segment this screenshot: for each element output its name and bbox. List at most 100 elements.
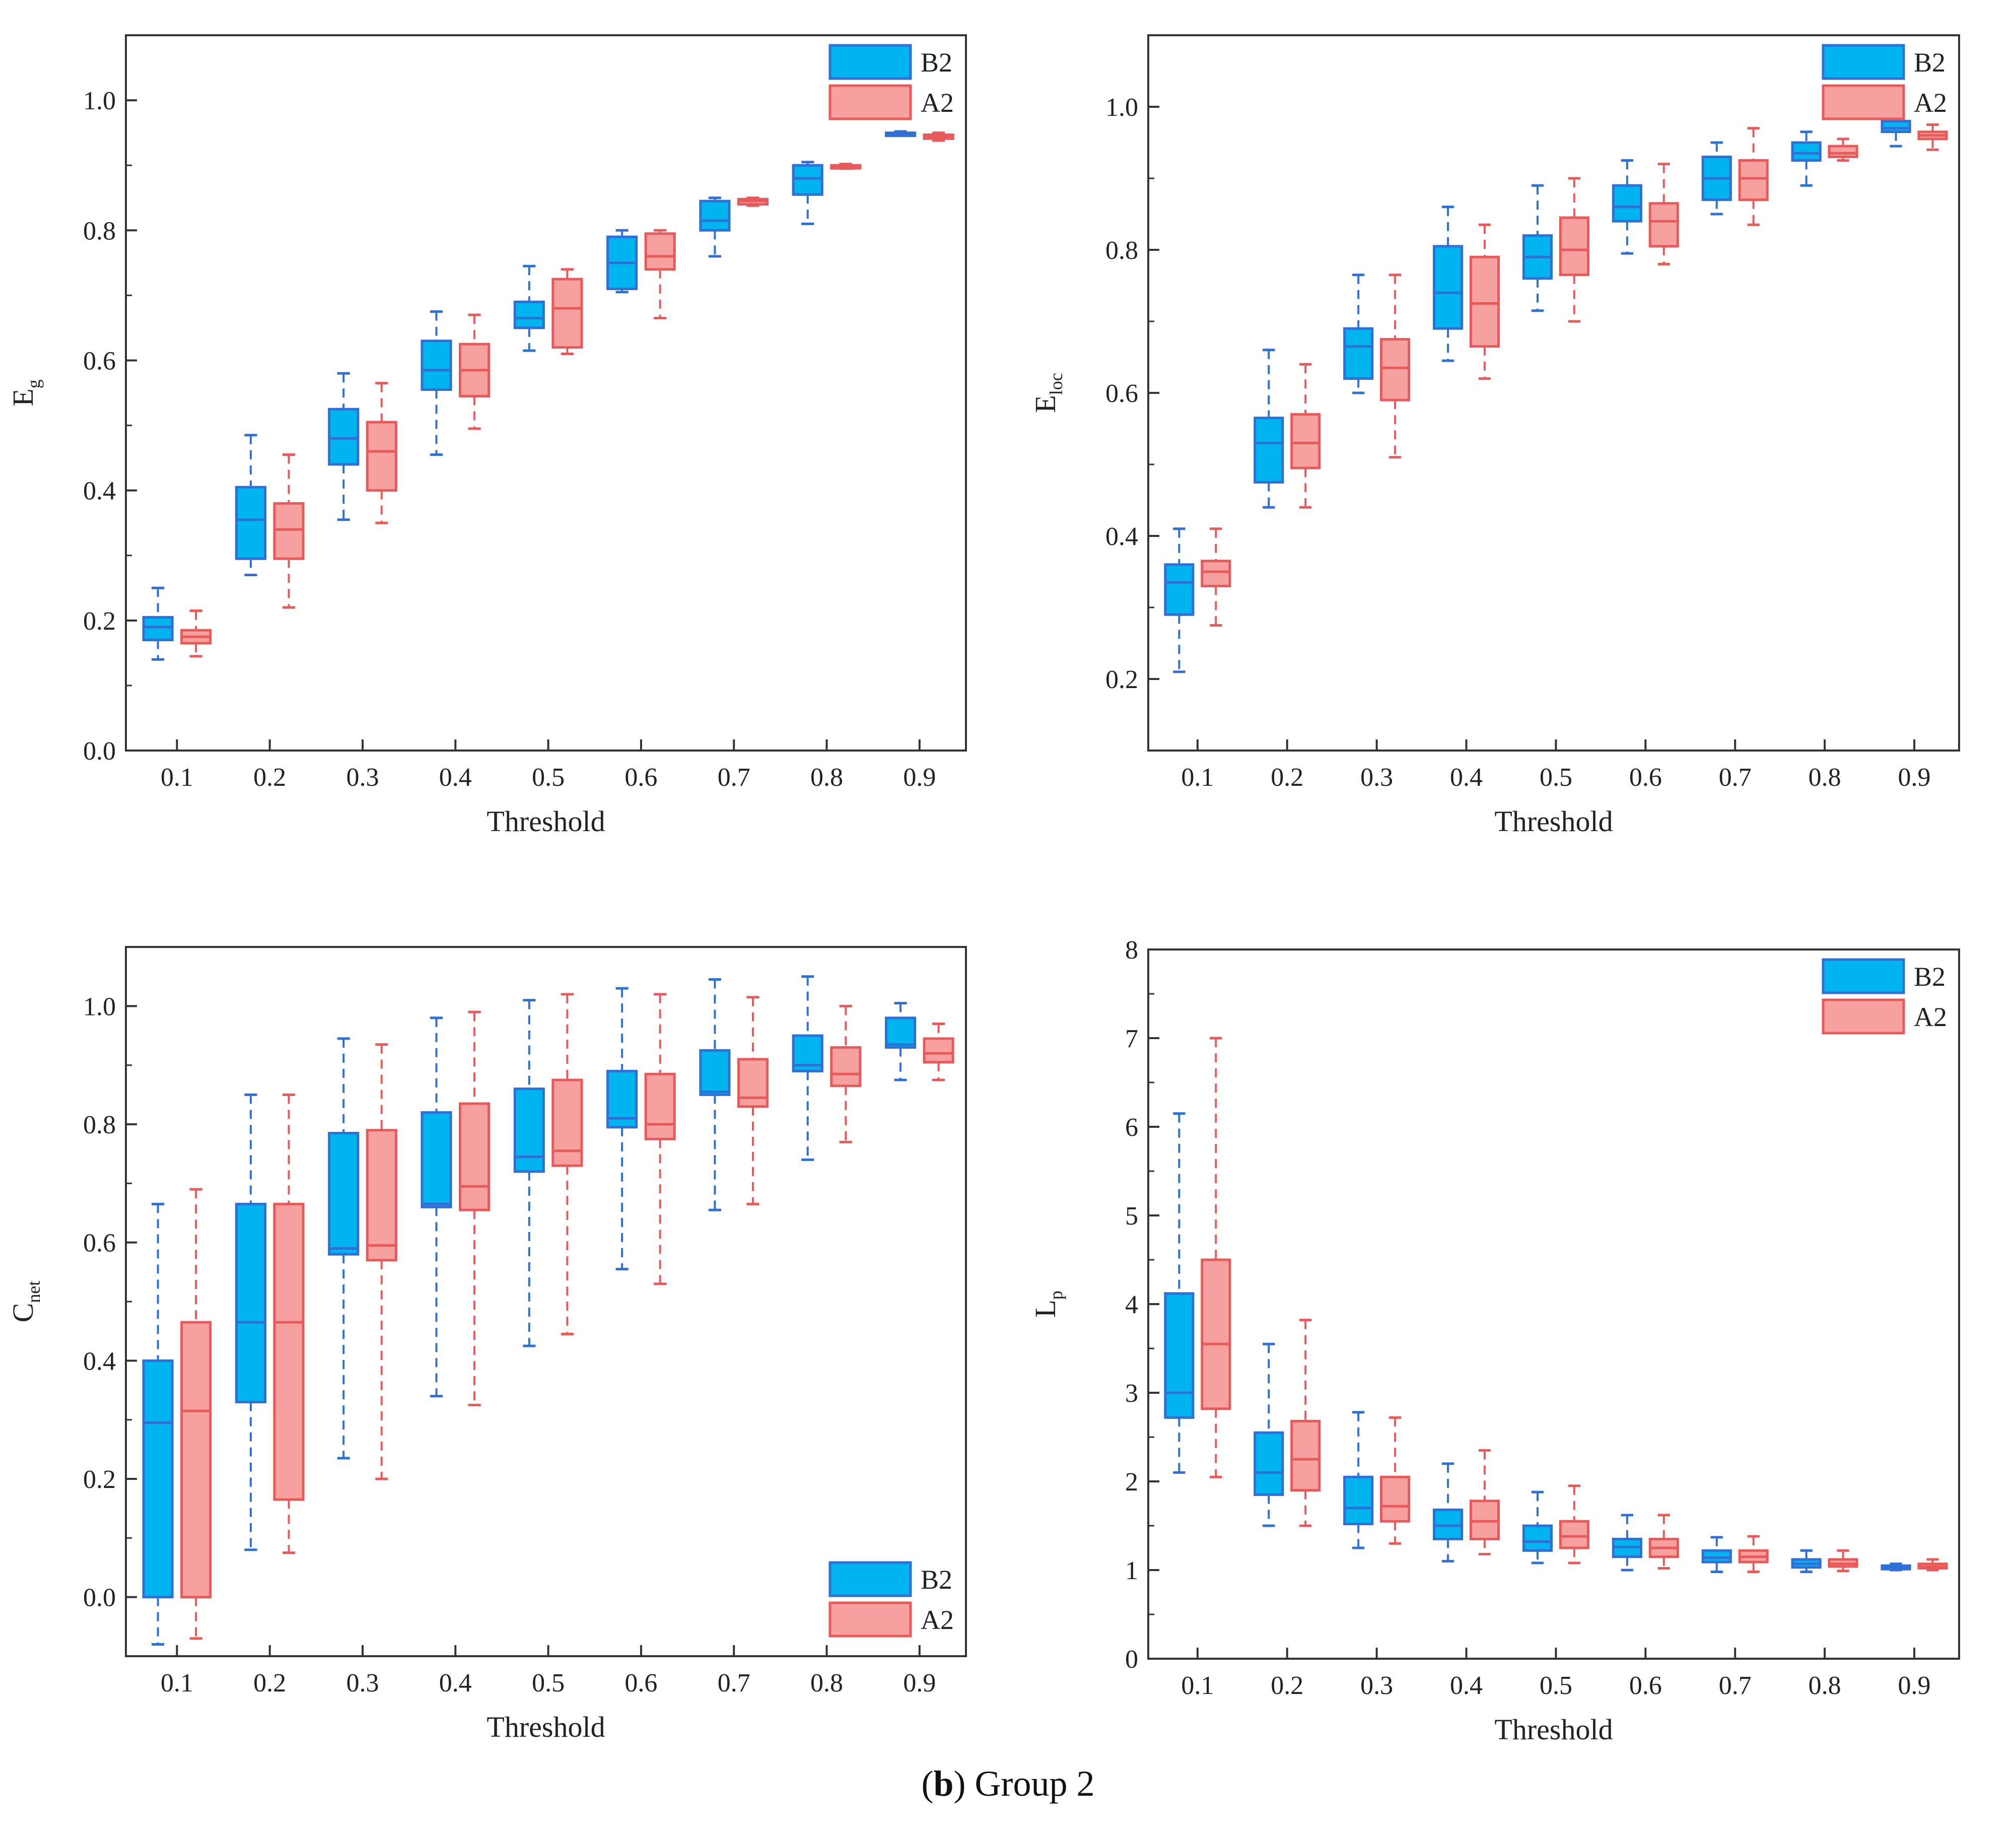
box-body — [644, 1072, 676, 1140]
x-tick-label: 0.8 — [810, 763, 843, 792]
box-B2-0.7 — [699, 978, 731, 1211]
box-A2-0.4 — [459, 1010, 491, 1406]
y-tick-label: 0.0 — [83, 1584, 116, 1612]
y-axis-label: Eloc — [1029, 373, 1066, 413]
x-tick-label: 0.7 — [718, 763, 750, 792]
box-A2-0.1 — [180, 609, 212, 658]
box-B2-0.8 — [792, 161, 823, 225]
box-B2-0.5 — [513, 999, 545, 1347]
box-B2-0.4 — [421, 310, 452, 456]
legend-label-B2: B2 — [1914, 47, 1945, 78]
y-axis-label-text: Cnet — [7, 1281, 44, 1323]
box-B2-0.7 — [699, 196, 731, 258]
box-A2-0.6 — [1648, 163, 1679, 265]
x-tick-label: 0.3 — [1360, 1671, 1393, 1700]
box-B2-0.2 — [1254, 1342, 1284, 1527]
box-A2-0.4 — [459, 313, 491, 430]
box-B2-0.5 — [1522, 184, 1553, 312]
y-axis-label-text: Eloc — [1029, 373, 1066, 413]
y-tick-label: 0.6 — [1105, 379, 1138, 408]
y-tick-label: 6 — [1125, 1113, 1138, 1142]
box-B2-0.1 — [142, 586, 174, 661]
plot-frame — [1147, 34, 1960, 752]
y-tick-label: 0.6 — [83, 1229, 116, 1258]
y-tick-label: 0.4 — [83, 477, 116, 506]
legend-label-B2: B2 — [921, 47, 952, 78]
box-A2-0.3 — [1380, 1416, 1411, 1545]
x-axis-label: Threshold — [1494, 1713, 1613, 1746]
y-axis-label: Cnet — [7, 1281, 44, 1323]
x-tick-label: 0.3 — [346, 763, 379, 792]
box-B2-0.9 — [884, 130, 917, 138]
legend-swatch-B2 — [1822, 958, 1905, 994]
box-body — [1290, 1419, 1321, 1492]
legend-label-A2: A2 — [1914, 1002, 1947, 1032]
y-tick-label: 0.2 — [1105, 665, 1138, 694]
box-B2-0.9 — [1881, 1563, 1911, 1572]
y-tick-label: 3 — [1125, 1379, 1138, 1408]
x-tick-label: 0.1 — [1181, 1671, 1214, 1700]
box-B2-0.3 — [1343, 274, 1374, 394]
box-body — [884, 1016, 917, 1049]
y-tick-label: 0.0 — [83, 737, 116, 766]
x-tick-label: 0.6 — [1629, 1671, 1662, 1700]
box-body — [1469, 1500, 1500, 1540]
box-A2-0.2 — [273, 453, 305, 609]
box-body — [1881, 119, 1911, 133]
caption-letter: b — [933, 1763, 954, 1804]
box-B2-0.2 — [235, 434, 266, 576]
x-tick-label: 0.5 — [1540, 763, 1572, 792]
legend-swatch-B2 — [828, 44, 912, 80]
box-body — [1164, 563, 1195, 616]
x-tick-label: 0.9 — [903, 763, 936, 792]
box-B2-0.6 — [1612, 1514, 1642, 1572]
box-B2-0.4 — [421, 1016, 452, 1398]
box-A2-0.2 — [273, 1093, 305, 1554]
box-body — [1433, 245, 1464, 330]
box-A2-0.4 — [1469, 223, 1500, 380]
box-body — [328, 408, 360, 466]
x-tick-label: 0.7 — [1719, 1671, 1752, 1700]
box-A2-0.5 — [1559, 1484, 1589, 1565]
x-tick-label: 0.4 — [1450, 763, 1483, 792]
box-B2-0.7 — [1701, 141, 1732, 216]
box-B2-0.5 — [513, 264, 545, 352]
legend-swatch-A2 — [828, 84, 912, 120]
legend-label-A2: A2 — [921, 88, 954, 118]
x-tick-label: 0.3 — [1360, 763, 1393, 792]
box-body — [1522, 1524, 1553, 1552]
legend-swatch-A2 — [828, 1601, 912, 1638]
x-tick-label: 0.9 — [903, 1669, 936, 1698]
y-tick-label: 0.8 — [83, 1111, 116, 1139]
box-A2-0.9 — [1917, 123, 1948, 151]
legend-label-A2: A2 — [921, 1605, 954, 1635]
y-tick-label: 0 — [1125, 1645, 1138, 1674]
box-A2-0.3 — [1380, 274, 1411, 459]
x-tick-label: 0.5 — [1540, 1671, 1572, 1700]
box-B2-0.2 — [1254, 349, 1284, 509]
y-tick-label: 0.2 — [83, 607, 116, 636]
box-A2-0.9 — [923, 1023, 954, 1081]
box-B2-0.3 — [328, 1037, 360, 1460]
box-A2-0.1 — [180, 1188, 212, 1640]
box-A2-0.5 — [551, 993, 583, 1336]
y-tick-label: 5 — [1125, 1202, 1138, 1231]
x-tick-label: 0.8 — [810, 1669, 843, 1698]
legend-swatch-A2 — [1822, 84, 1905, 120]
box-A2-0.4 — [1469, 1449, 1500, 1555]
box-body — [1380, 1475, 1411, 1523]
box-body — [1164, 1292, 1195, 1419]
plot-frame — [125, 34, 967, 752]
box-body — [235, 486, 266, 560]
box-body — [366, 421, 397, 492]
box-A2-0.7 — [1738, 127, 1769, 226]
y-axis-label: Lp — [1029, 1291, 1066, 1317]
box-B2-0.1 — [142, 1202, 174, 1646]
chart-panel-eg: 0.0 0.2 0.4 0.6 0.8 1.0 0.1 0.2 0.3 0.4 0.5 0.6 0.7 0… — [7, 34, 967, 838]
y-tick-label: 0.4 — [83, 1347, 116, 1376]
box-A2-0.6 — [1648, 1514, 1679, 1570]
